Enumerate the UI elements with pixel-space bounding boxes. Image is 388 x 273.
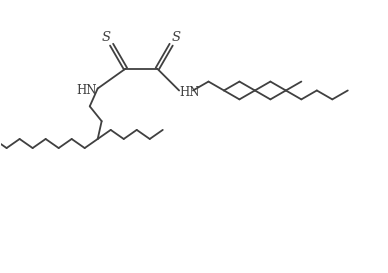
Text: HN: HN bbox=[180, 86, 200, 99]
Text: S: S bbox=[102, 31, 111, 44]
Text: HN: HN bbox=[76, 84, 97, 97]
Text: S: S bbox=[171, 31, 181, 44]
